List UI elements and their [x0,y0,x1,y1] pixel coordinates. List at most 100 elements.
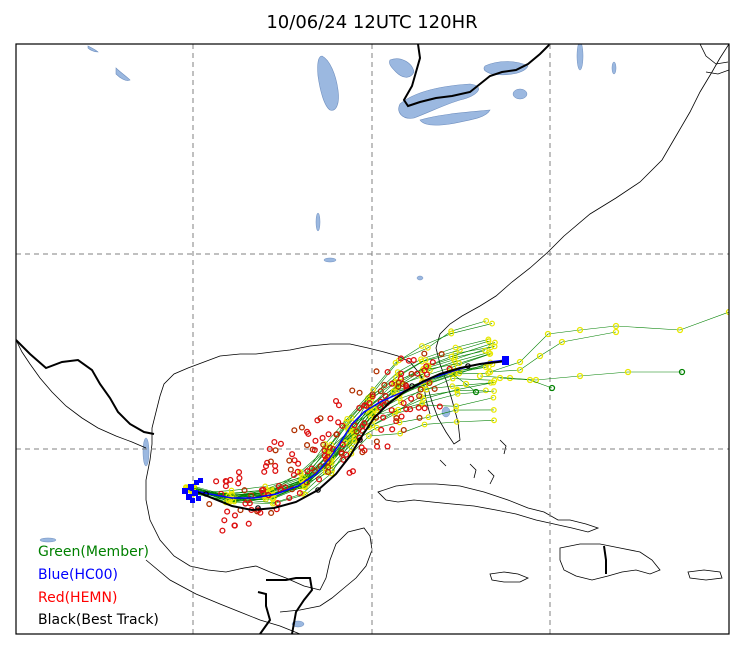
member-track-line [193,320,487,497]
member-track-point [448,353,455,360]
hemn-point [373,368,380,375]
hemn-point [353,428,360,435]
member-track-line [499,377,553,389]
map-title: 10/06/24 12UTC 120HR [266,12,478,33]
hemn-point [294,468,301,475]
hemn-point [340,456,347,463]
hemn-point [282,484,289,491]
legend-best-track: Black(Best Track) [38,612,159,628]
hemn-point [398,413,405,420]
member-track-point [612,322,620,330]
member-track-point [422,357,429,363]
hemn-point [410,357,417,364]
hemn-point [398,355,405,362]
hemn-point [319,434,326,442]
member-track-line [489,331,617,373]
hemn-point [389,426,396,433]
member-track-point [576,326,584,334]
member-track-point [454,386,461,393]
member-track-point [452,344,459,351]
hemn-point [436,403,443,410]
member-track-point [390,388,397,395]
legend-member: Green(Member) [38,544,149,560]
member-track-point [425,414,432,421]
hemn-point [416,414,423,421]
hemn-point [272,462,279,469]
member-track-point [395,406,402,413]
member-track-point [476,372,484,380]
hemn-point [438,351,445,358]
hemn-point [298,424,305,431]
hemn-point [274,500,281,507]
hemn-point [408,395,415,402]
hemn-point [388,380,395,387]
hemn-point [423,371,431,378]
hemn-point [349,387,356,394]
member-track-point [421,421,428,428]
member-track-point [344,415,351,422]
member-track-point [322,469,329,476]
hemn-point [235,469,243,476]
member-track-point [487,350,494,357]
hemn-point [356,404,363,411]
member-track-point [516,366,524,374]
hemn-point [286,494,293,501]
hemn-point [289,451,296,458]
member-track-point [544,330,552,338]
hemn-point [295,460,302,467]
hemn-point [264,459,271,466]
hemn-point [223,478,230,485]
hemn-point [373,438,380,445]
hemn-point [377,404,384,411]
member-track-point [462,380,470,388]
map-frame [15,43,730,635]
member-track-point [366,410,373,417]
member-track-point [228,487,235,494]
member-track-point [482,364,489,371]
member-track-line [189,346,492,495]
hemn-point [414,370,421,377]
hemn-point [296,490,303,497]
hemn-point [395,383,402,390]
member-track-line [479,371,682,381]
hemn-point [312,437,319,444]
hemn-point [421,405,428,412]
hemn-point [415,404,422,411]
lat-lon-grid [16,44,729,634]
hemn-point [377,388,384,395]
member-track-point [548,384,556,392]
member-track-point [490,379,497,386]
member-track-point [485,363,492,370]
hemn-point [343,451,350,458]
member-track-point [343,418,350,425]
hemn-point [408,370,415,377]
hemn-point [206,501,213,508]
legend-hc00-label: Blue(HC00) [38,567,119,583]
best-track-markers [203,363,471,511]
hemn-point [377,398,384,405]
legend-hemn-label: Red(HEMN) [38,590,118,606]
hemn-point [325,464,332,471]
hemn-point [399,380,406,388]
coastal-water-bodies [39,44,617,628]
member-track-point [419,343,425,349]
great-lakes [87,45,529,126]
hemn-point [304,468,311,475]
member-track-point [449,383,456,390]
member-track-point [676,326,684,334]
hemn-point [393,418,400,425]
hemn-point [261,468,268,475]
hemn-point [221,517,228,524]
hemn-point [241,487,248,494]
hemn-point [213,478,220,485]
hemn-point [421,350,428,357]
member-track-point [725,308,729,316]
member-track-point [496,374,504,382]
member-track-point [348,450,355,457]
hemn-point [426,379,433,387]
member-track-point [491,343,498,350]
member-track-point [449,375,456,382]
hemn-point [356,389,363,396]
member-track-point [453,418,460,425]
hemn-point [271,438,278,446]
